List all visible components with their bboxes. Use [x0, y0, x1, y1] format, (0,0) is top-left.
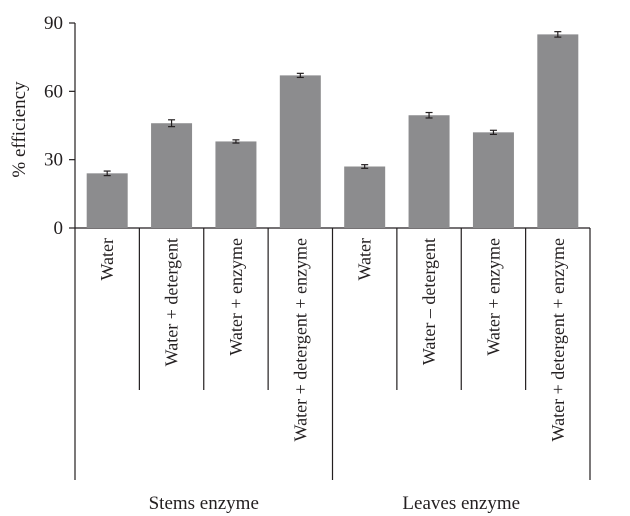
- category-label: Water – detergent: [419, 238, 439, 365]
- category-label: Water + detergent: [162, 238, 182, 366]
- category-label: Water: [355, 238, 375, 281]
- y-tick-label: 90: [44, 13, 63, 34]
- bar: [86, 173, 128, 228]
- category-label: Water + detergent + enzyme: [548, 238, 568, 441]
- y-tick-label: 30: [44, 150, 63, 171]
- category-label: Water: [97, 238, 117, 281]
- y-tick-label: 0: [54, 218, 64, 239]
- y-tick-label: 60: [44, 81, 63, 102]
- bar: [344, 166, 386, 228]
- y-axis-title: % efficiency: [9, 81, 30, 178]
- category-label: Water + enzyme: [226, 238, 246, 356]
- category-label: Water + enzyme: [483, 238, 503, 356]
- axes: [69, 22, 591, 480]
- bar: [408, 115, 450, 228]
- bar: [279, 75, 321, 228]
- group-label: Stems enzyme: [149, 493, 259, 514]
- category-label: Water + detergent + enzyme: [290, 238, 310, 441]
- bar: [472, 132, 514, 228]
- bars: [86, 31, 579, 229]
- labels: 0 30 60 90 % efficiency Water Water + detergen…: [9, 13, 568, 514]
- bar: [215, 141, 257, 228]
- bar: [537, 34, 579, 229]
- bar: [151, 123, 193, 228]
- group-label: Leaves enzyme: [402, 493, 520, 514]
